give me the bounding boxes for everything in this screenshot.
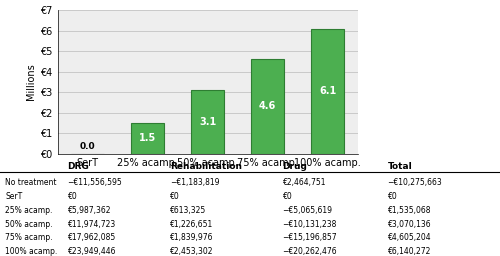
Text: €0: €0 — [282, 192, 292, 201]
Bar — [251, 59, 284, 154]
Text: €0: €0 — [170, 192, 180, 201]
Text: −€5,065,619: −€5,065,619 — [282, 206, 333, 215]
Text: Drug: Drug — [282, 162, 308, 171]
Text: €4,605,204: €4,605,204 — [388, 233, 431, 242]
Y-axis label: Millions: Millions — [26, 63, 36, 100]
Text: DRG: DRG — [68, 162, 89, 171]
Text: Rehabilitation: Rehabilitation — [170, 162, 242, 171]
Text: €1,535,068: €1,535,068 — [388, 206, 431, 215]
Text: −€10,275,663: −€10,275,663 — [388, 178, 442, 187]
Text: 3.1: 3.1 — [199, 117, 216, 127]
Text: 100% acamp.: 100% acamp. — [5, 247, 57, 256]
Text: −€20,262,476: −€20,262,476 — [282, 247, 337, 256]
Text: 25% acamp.: 25% acamp. — [5, 206, 52, 215]
Text: €3,070,136: €3,070,136 — [388, 220, 431, 229]
Bar — [191, 90, 224, 154]
Text: SerT: SerT — [5, 192, 22, 201]
Text: €2,453,302: €2,453,302 — [170, 247, 214, 256]
Text: 1.5: 1.5 — [139, 133, 156, 143]
Text: €2,464,751: €2,464,751 — [282, 178, 326, 187]
Text: −€11,556,595: −€11,556,595 — [68, 178, 122, 187]
Text: 4.6: 4.6 — [259, 101, 276, 112]
Text: 6.1: 6.1 — [319, 86, 336, 96]
Text: Total: Total — [388, 162, 412, 171]
Bar — [131, 123, 164, 154]
Text: €6,140,272: €6,140,272 — [388, 247, 431, 256]
Text: 0.0: 0.0 — [80, 142, 96, 151]
Text: −€1,183,819: −€1,183,819 — [170, 178, 220, 187]
Text: €613,325: €613,325 — [170, 206, 206, 215]
Text: €0: €0 — [388, 192, 397, 201]
Text: €1,839,976: €1,839,976 — [170, 233, 214, 242]
Text: €23,949,446: €23,949,446 — [68, 247, 116, 256]
Text: €17,962,085: €17,962,085 — [68, 233, 116, 242]
Text: 75% acamp.: 75% acamp. — [5, 233, 52, 242]
Text: €1,226,651: €1,226,651 — [170, 220, 213, 229]
Text: No treatment: No treatment — [5, 178, 57, 187]
Text: 50% acamp.: 50% acamp. — [5, 220, 52, 229]
Bar — [311, 29, 344, 154]
Text: €0: €0 — [68, 192, 77, 201]
Text: −€15,196,857: −€15,196,857 — [282, 233, 337, 242]
Text: −€10,131,238: −€10,131,238 — [282, 220, 337, 229]
Text: €11,974,723: €11,974,723 — [68, 220, 116, 229]
Text: €5,987,362: €5,987,362 — [68, 206, 111, 215]
